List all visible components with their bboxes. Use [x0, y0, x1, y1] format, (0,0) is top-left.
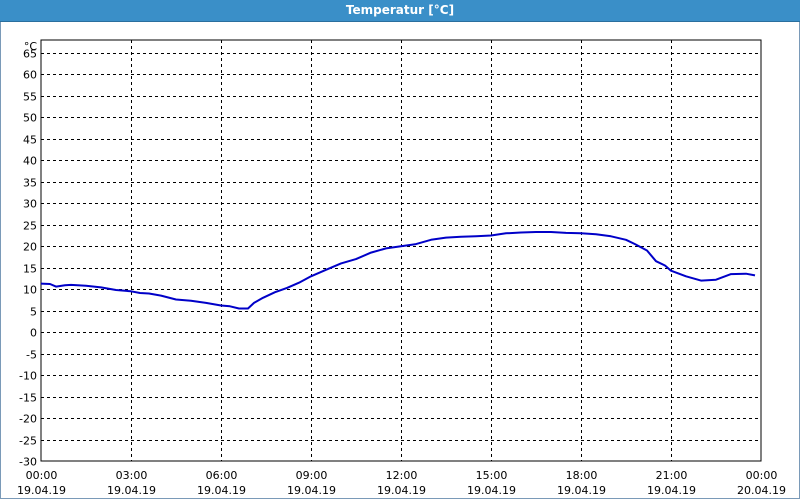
x-tick-date-label: 19.04.19	[197, 484, 246, 497]
x-tick-date-label: 19.04.19	[467, 484, 516, 497]
x-tick-date-label: 19.04.19	[377, 484, 426, 497]
y-tick-label: -20	[19, 413, 37, 426]
series-line	[40, 231, 756, 310]
x-tick-date-label: 19.04.19	[557, 484, 606, 497]
x-tick-time-label: 00:00	[26, 469, 58, 482]
y-axis-unit-label: °C	[24, 40, 38, 53]
y-tick-label: 60	[23, 69, 37, 82]
chart-title: Temperatur [°C]	[345, 3, 455, 17]
x-tick-time-label: 12:00	[386, 469, 418, 482]
y-tick-label: 20	[23, 241, 37, 254]
x-tick-date-label: 19.04.19	[17, 484, 66, 497]
y-tick-label: 30	[23, 198, 37, 211]
y-tick-label: -15	[19, 392, 37, 405]
x-tick-time-label: 15:00	[476, 469, 508, 482]
y-tick-label: 55	[23, 91, 37, 104]
x-tick-time-label: 21:00	[656, 469, 688, 482]
x-tick-time-label: 06:00	[206, 469, 238, 482]
y-tick-label: 0	[30, 327, 37, 340]
y-tick-label: 10	[23, 284, 37, 297]
y-tick-label: 35	[23, 177, 37, 190]
y-tick-label: 25	[23, 220, 37, 233]
title-bar: Temperatur [°C]	[0, 0, 800, 22]
y-tick-label: -25	[19, 435, 37, 448]
y-tick-label: 5	[30, 306, 37, 319]
x-tick-time-label: 18:00	[566, 469, 598, 482]
x-tick-time-label: 03:00	[116, 469, 148, 482]
y-tick-label: 15	[23, 263, 37, 276]
y-tick-label: 40	[23, 155, 37, 168]
y-tick-label: -30	[19, 456, 37, 469]
y-tick-label: 45	[23, 134, 37, 147]
y-axis: 65605550454035302520151050-5-10-15-20-25…	[19, 48, 37, 469]
y-tick-label: 50	[23, 112, 37, 125]
x-axis: 00:00 19.04.19 03:00 19.04.19 06:00 19.04.19 0…	[17, 469, 786, 497]
x-tick-date-label: 19.04.19	[647, 484, 696, 497]
x-tick-date-label: 19.04.19	[107, 484, 156, 497]
plot-area	[40, 39, 762, 462]
y-tick-label: -5	[26, 349, 37, 362]
x-tick-time-label: 09:00	[296, 469, 328, 482]
x-tick-time-label: 00:00	[746, 469, 778, 482]
y-tick-label: -10	[19, 370, 37, 383]
x-tick-date-label: 20.04.19	[737, 484, 786, 497]
y-tick-label: 65	[23, 48, 37, 61]
x-tick-date-label: 19.04.19	[287, 484, 336, 497]
grid-lines	[41, 40, 761, 461]
